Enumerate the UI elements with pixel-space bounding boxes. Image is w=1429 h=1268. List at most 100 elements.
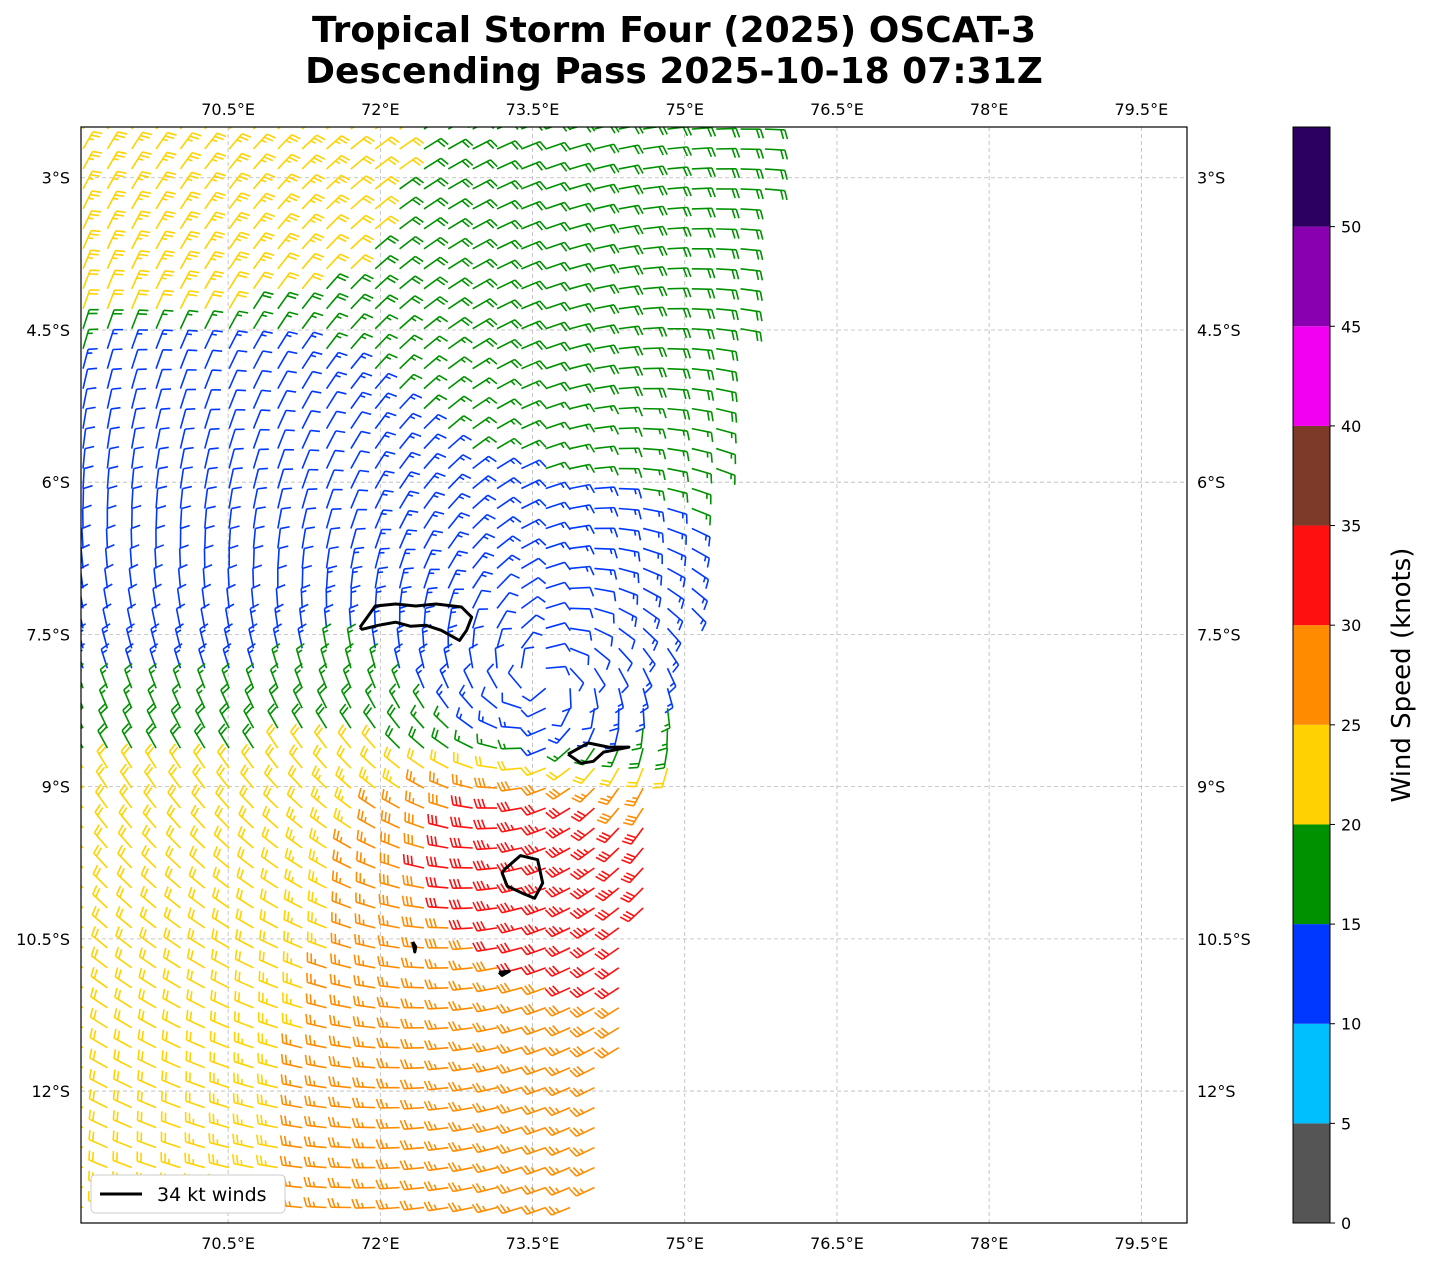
wind-barb-half-feather <box>635 531 636 536</box>
wind-barb-half-feather <box>683 431 684 436</box>
wind-barb-half-feather <box>314 1040 315 1045</box>
wind-barb-half-feather <box>88 258 93 259</box>
wind-barb-feather <box>628 782 637 783</box>
wind-barb-feather <box>164 291 173 292</box>
wind-barb-shaft <box>155 548 156 568</box>
wind-barb-half-feather <box>659 491 660 496</box>
wind-barb-feather <box>188 330 197 331</box>
wind-barb-feather <box>91 250 100 251</box>
wind-barb-half-feather <box>378 572 383 573</box>
wind-barb-half-feather <box>162 314 167 315</box>
wind-barb-feather <box>306 1014 307 1023</box>
wind-barb-feather <box>286 410 295 411</box>
wind-barb-feather <box>162 1030 163 1039</box>
wind-barb-feather <box>310 450 319 451</box>
wind-barb-feather <box>160 428 169 429</box>
wind-barb-half-feather <box>389 797 390 802</box>
wind-barb-half-feather <box>353 572 358 573</box>
wind-barb-feather <box>91 231 100 232</box>
wind-barb-feather <box>260 930 261 939</box>
wind-barb-half-feather <box>162 258 167 259</box>
wind-barb-feather <box>387 896 388 905</box>
wind-barb-half-feather <box>138 198 143 199</box>
wind-barb-feather <box>428 814 429 823</box>
wind-barb-feather <box>214 1012 215 1021</box>
wind-barb-feather <box>379 894 380 903</box>
wind-barb-feather <box>286 1014 287 1023</box>
wind-barb-half-feather <box>212 334 217 335</box>
wind-barb-half-feather <box>112 258 117 259</box>
wind-barb-feather <box>115 270 124 271</box>
wind-barb-feather <box>262 390 271 391</box>
wind-barb-shaft <box>131 528 132 548</box>
wind-barb-shaft <box>765 129 785 130</box>
wind-barb-feather <box>307 508 316 509</box>
wind-barb-half-feather <box>376 591 381 592</box>
wind-barb-feather <box>710 516 711 525</box>
wind-barb-feather <box>436 816 437 825</box>
wind-barb-feather <box>310 994 311 1003</box>
wind-barb-half-feather <box>680 576 681 581</box>
wind-barb-feather <box>685 557 686 566</box>
wind-barb-feather <box>411 856 412 865</box>
wind-barb-feather <box>112 388 121 389</box>
wind-barb-half-feather <box>387 941 388 946</box>
wind-barb-shaft <box>380 1047 400 1048</box>
wind-barb-feather <box>114 274 123 275</box>
wind-barb-half-feather <box>291 938 292 943</box>
wind-barb-feather <box>477 734 478 743</box>
wind-barb-shaft <box>692 208 712 209</box>
wind-barb-feather <box>283 488 292 489</box>
wind-barb-feather <box>259 950 260 959</box>
wind-barb-half-feather <box>340 837 341 842</box>
wind-barb-half-feather <box>162 238 167 239</box>
wind-barb-shaft <box>428 927 448 928</box>
wind-barb-feather <box>602 766 611 767</box>
wind-barb-half-feather <box>89 158 94 159</box>
wind-barb-half-feather <box>292 897 293 902</box>
wind-barb-shaft <box>716 249 736 250</box>
wind-barb-feather <box>239 992 240 1001</box>
wind-barb-half-feather <box>88 198 93 199</box>
wind-barb-feather <box>687 493 688 502</box>
wind-barb-half-feather <box>635 510 636 515</box>
wind-barb-half-feather <box>362 1042 363 1047</box>
wind-barb-half-feather <box>88 218 93 219</box>
wind-barb-feather <box>355 913 356 922</box>
wind-barb-feather <box>137 389 146 390</box>
wind-barb-feather <box>139 290 148 291</box>
wind-barb-half-feather <box>458 736 459 741</box>
wind-barb-feather <box>288 912 289 921</box>
wind-barb-half-feather <box>354 552 359 553</box>
wind-barb-shaft <box>667 288 687 289</box>
wind-barb-feather <box>237 370 246 371</box>
wind-barb-half-feather <box>187 334 192 335</box>
wind-barb-feather <box>629 767 638 768</box>
wind-barb-feather <box>308 911 309 920</box>
wind-barb-feather <box>114 254 123 255</box>
wind-barb-shaft <box>302 568 303 588</box>
wind-barb-feather <box>357 851 358 860</box>
wind-barb-feather <box>735 434 736 443</box>
wind-barb-feather <box>138 274 147 275</box>
wind-barb-feather <box>408 530 417 531</box>
wind-barb-half-feather <box>659 450 660 455</box>
wind-barb-half-feather <box>236 334 241 335</box>
wind-barb-feather <box>360 852 361 861</box>
wind-barb-feather <box>736 413 737 422</box>
wind-barb-feather <box>381 810 382 819</box>
wind-barb-half-feather <box>636 744 641 745</box>
wind-barb-shaft <box>594 548 614 549</box>
wind-barb-feather <box>284 910 285 919</box>
wind-barb-half-feather <box>363 960 364 965</box>
wind-barb-feather <box>306 993 307 1002</box>
wind-barb-feather <box>430 771 431 780</box>
wind-barb-shaft <box>741 169 761 170</box>
wind-barb-feather <box>190 1012 191 1021</box>
wind-barb-shaft <box>570 608 590 609</box>
wind-barb-half-feather <box>365 817 366 822</box>
wind-barb-half-feather <box>187 314 192 315</box>
wind-barb-feather <box>404 568 413 569</box>
chart-title-line2: Descending Pass 2025-10-18 07:31Z <box>305 51 1043 92</box>
